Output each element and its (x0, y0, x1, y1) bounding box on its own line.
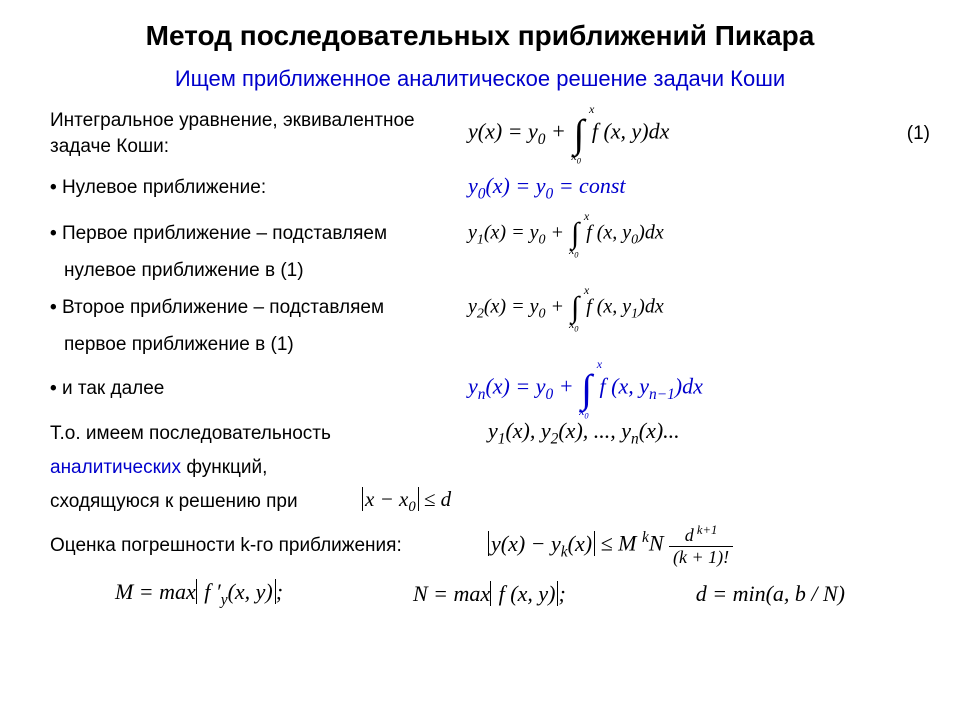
slide-subtitle: Ищем приближенное аналитическое решение … (50, 66, 910, 92)
row-integral-eq: Интегральное уравнение, эквивалентное за… (50, 108, 910, 159)
row-zero: Нулевое приближение: y0(x) = y0 = const (50, 165, 910, 211)
row-error: Оценка погрешности k-го приближения: y(x… (50, 523, 910, 569)
bullet-first-b: нулевое приближение в (1) (50, 258, 482, 284)
row-first-b: нулевое приближение в (1) (50, 257, 910, 285)
cond-d: x − x0 ≤ d (362, 487, 451, 516)
row-seq-c: сходящуюся к решению при x − x0 ≤ d (50, 487, 910, 517)
def-M: M = max f ′y(x, y); (115, 579, 283, 609)
def-d: d = min(a, b / N) (696, 581, 845, 607)
row-second-a: Второе приближение – подставляем y2(x) =… (50, 291, 910, 325)
eq1-number: (1) (907, 123, 930, 145)
row-seq-a: Т.о. имеем последовательность y1(x), y2(… (50, 418, 910, 448)
intro-text: Интегральное уравнение, эквивалентное за… (50, 108, 468, 159)
eq-zero: y0(x) = y0 = const (468, 173, 910, 203)
slide-title: Метод последовательных приближений Пикар… (50, 20, 910, 52)
bullet-cont: и так далее (50, 376, 468, 402)
bullet-second-a: Второе приближение – подставляем (50, 295, 468, 321)
eq-n: yn(x) = y0 + ∫xx0 f (x, yn−1)dx (468, 365, 910, 412)
row-definitions: M = max f ′y(x, y); N = max f (x, y); d … (50, 579, 910, 609)
row-cont: и так далее yn(x) = y0 + ∫xx0 f (x, yn−1… (50, 365, 910, 412)
bullet-zero: Нулевое приближение: (50, 175, 468, 201)
seq-text-a: Т.о. имеем последовательность (50, 421, 488, 447)
eq-sequence: y1(x), y2(x), ..., yn(x)... (488, 418, 910, 448)
bullet-second-b: первое приближение в (1) (50, 332, 482, 358)
error-text: Оценка погрешности k-го приближения: (50, 533, 488, 559)
eq-error: y(x) − yk(x) ≤ M kN d k+1(k + 1)! (488, 523, 910, 568)
def-N: N = max f (x, y); (413, 581, 566, 607)
row-first-a: Первое приближение – подставляем y1(x) =… (50, 217, 910, 251)
seq-text-c: сходящуюся к решению при (50, 489, 358, 515)
row-seq-b: аналитических функций, (50, 455, 910, 481)
eq-first: y1(x) = y0 + ∫xx0 f (x, y0)dx (468, 217, 910, 251)
bullet-first-a: Первое приближение – подставляем (50, 221, 468, 247)
row-second-b: первое приближение в (1) (50, 331, 910, 359)
seq-text-b: аналитических функций, (50, 455, 488, 481)
eq-second: y2(x) = y0 + ∫xx0 f (x, y1)dx (468, 291, 910, 325)
eq-1: y(x) = y0 + ∫xx0 f (x, y)dx (1) (468, 110, 910, 157)
